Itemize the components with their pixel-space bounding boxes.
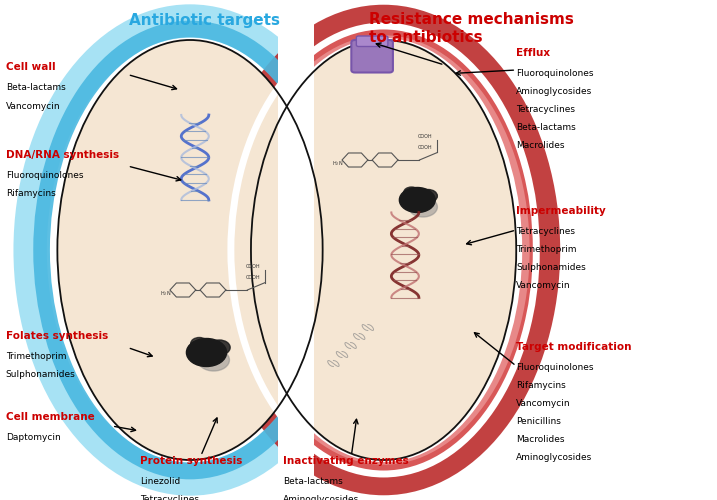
Text: Linezolid: Linezolid [140,477,180,486]
Text: Vancomycin: Vancomycin [516,400,571,408]
Circle shape [209,340,230,355]
Text: Aminoglycosides: Aminoglycosides [283,495,359,500]
Text: Tetracyclines: Tetracyclines [516,104,575,114]
Ellipse shape [57,40,323,460]
Text: Folates synthesis: Folates synthesis [6,331,108,341]
Text: Protein synthesis: Protein synthesis [140,456,242,466]
Ellipse shape [251,40,516,460]
Text: Vancomycin: Vancomycin [6,102,60,110]
Text: Impermeability: Impermeability [516,206,606,216]
Circle shape [198,349,229,371]
Ellipse shape [57,40,323,460]
Text: Rifamycins: Rifamycins [6,189,55,198]
Text: Target modification: Target modification [516,342,632,352]
Text: COOH: COOH [246,275,260,280]
FancyBboxPatch shape [351,40,393,72]
Text: Sulphonamides: Sulphonamides [6,370,75,379]
Text: Daptomycin: Daptomycin [6,434,60,442]
Text: Macrolides: Macrolides [516,436,565,444]
Text: Tetracyclines: Tetracyclines [516,227,575,236]
Text: Resistance mechanisms
to antibiotics: Resistance mechanisms to antibiotics [369,12,574,45]
Text: DNA/RNA synthesis: DNA/RNA synthesis [6,150,119,160]
Text: Fluoroquinolones: Fluoroquinolones [6,171,83,180]
Circle shape [186,338,227,366]
Text: Aminoglycosides: Aminoglycosides [516,454,592,462]
Circle shape [191,338,208,349]
Text: Penicillins: Penicillins [516,418,561,426]
Text: Antibiotic targets: Antibiotic targets [129,12,280,28]
Circle shape [419,190,437,202]
Circle shape [409,197,437,217]
Text: Cell wall: Cell wall [6,62,55,72]
Text: Fluoroquinolones: Fluoroquinolones [516,68,594,78]
Text: Trimethoprim: Trimethoprim [6,352,66,361]
Circle shape [399,188,435,212]
Text: H$_2$N: H$_2$N [160,289,171,298]
Ellipse shape [251,40,516,460]
Text: COOH: COOH [418,134,432,140]
Text: Vancomycin: Vancomycin [516,281,571,290]
Text: Fluoroquinolones: Fluoroquinolones [516,364,594,372]
Text: Trimethoprim: Trimethoprim [516,245,576,254]
Text: Macrolides: Macrolides [516,140,565,149]
FancyBboxPatch shape [278,20,314,480]
FancyBboxPatch shape [356,36,388,46]
Text: Beta-lactams: Beta-lactams [6,84,65,92]
Text: Rifamycins: Rifamycins [516,382,566,390]
Text: Efflux: Efflux [516,48,551,58]
Text: Aminoglycosides: Aminoglycosides [516,86,592,96]
Text: H$_2$N: H$_2$N [332,159,343,168]
Text: Inactivating enzymes: Inactivating enzymes [283,456,409,466]
Text: Sulphonamides: Sulphonamides [516,263,586,272]
Text: Tetracyclines: Tetracyclines [140,495,199,500]
Text: Beta-lactams: Beta-lactams [516,122,576,132]
Text: COOH: COOH [418,145,432,150]
Text: Cell membrane: Cell membrane [6,412,95,422]
Text: Beta-lactams: Beta-lactams [283,477,343,486]
Text: COOH: COOH [246,264,260,270]
Circle shape [404,187,419,198]
